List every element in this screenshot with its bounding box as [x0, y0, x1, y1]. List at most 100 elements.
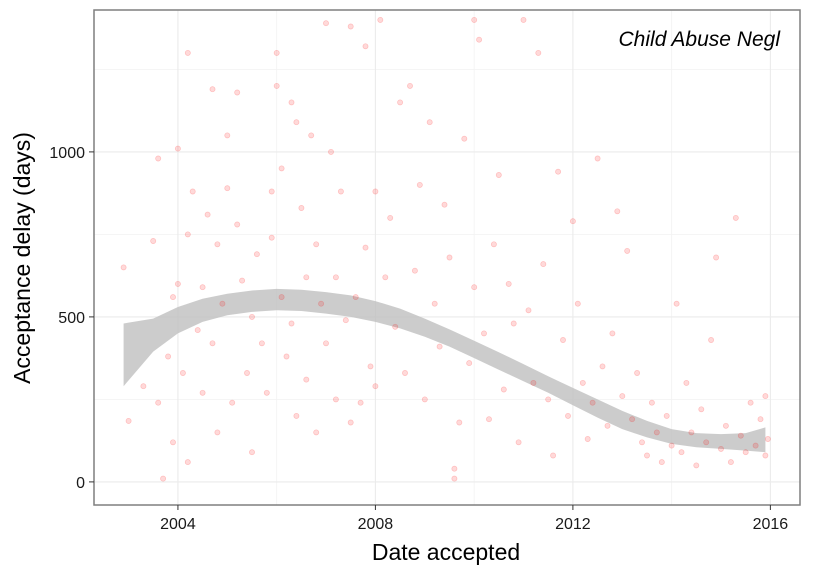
data-point [362, 244, 369, 251]
data-point [639, 439, 645, 446]
data-point [644, 452, 650, 459]
x-axis-title: Date accepted [372, 539, 520, 565]
data-point [357, 399, 364, 406]
data-point [461, 135, 468, 142]
data-point [278, 165, 285, 172]
data-point [184, 49, 191, 56]
x-tick-label: 2004 [160, 516, 196, 533]
data-point [653, 429, 660, 436]
data-point [648, 399, 655, 406]
data-point [273, 49, 280, 56]
data-point [416, 181, 423, 188]
data-point [510, 320, 517, 327]
data-point [515, 439, 522, 446]
y-axis-title: Acceptance delay (days) [9, 132, 35, 384]
data-point [278, 294, 285, 301]
data-point [170, 439, 176, 446]
data-point [762, 452, 769, 459]
data-point [258, 340, 265, 347]
data-point [658, 459, 665, 466]
data-point [372, 383, 379, 390]
data-point [599, 363, 606, 370]
data-point [184, 231, 191, 238]
data-point [678, 449, 685, 456]
data-point [609, 330, 616, 337]
plot-panel [94, 10, 800, 505]
data-point [239, 277, 246, 284]
data-point [589, 399, 596, 406]
data-point [303, 376, 310, 383]
data-point [764, 436, 771, 442]
data-point [308, 132, 315, 139]
data-point [362, 43, 369, 50]
data-point [179, 370, 186, 376]
data-point [535, 49, 542, 56]
data-point [436, 343, 443, 350]
data-point [125, 417, 132, 424]
data-point [619, 393, 626, 400]
data-point [120, 264, 127, 271]
data-point [342, 317, 349, 324]
data-point [594, 155, 601, 162]
data-point [520, 16, 527, 23]
data-point [140, 383, 147, 390]
data-point [332, 274, 339, 281]
data-point [387, 214, 394, 221]
data-point [209, 86, 216, 93]
data-point [495, 172, 502, 178]
data-point [722, 422, 729, 429]
x-axis-ticks: 2004 2008 2012 2016 [160, 505, 788, 533]
data-point [323, 340, 329, 347]
data-point [382, 274, 389, 281]
data-point [525, 307, 532, 314]
data-point [732, 214, 739, 221]
data-point [604, 422, 611, 429]
data-point [199, 389, 206, 396]
data-point [500, 386, 507, 393]
y-tick-label: 500 [58, 310, 85, 327]
data-point [204, 211, 211, 218]
data-point [283, 353, 290, 360]
data-point [224, 132, 231, 139]
data-point [441, 201, 448, 208]
x-tick-label: 2008 [358, 516, 394, 533]
data-point [397, 99, 404, 106]
journal-annotation: Child Abuse Negl [619, 28, 782, 51]
plot-border [93, 9, 801, 506]
data-point [293, 119, 300, 126]
data-point [490, 241, 497, 248]
data-point [471, 16, 478, 23]
data-point [668, 442, 675, 449]
data-point [663, 412, 670, 419]
data-point [752, 442, 759, 449]
data-point [184, 459, 191, 466]
data-point [392, 323, 399, 330]
data-point [165, 353, 172, 360]
data-point [303, 274, 310, 281]
smooth-confidence-band [123, 288, 766, 453]
y-tick-label: 1000 [49, 145, 85, 162]
data-point [150, 238, 157, 244]
data-point [273, 82, 280, 89]
data-point [328, 148, 334, 155]
data-point [718, 445, 724, 452]
data-point [332, 396, 339, 403]
data-point [234, 89, 241, 96]
data-point [747, 399, 754, 406]
data-point [174, 280, 181, 287]
data-point [214, 429, 221, 436]
data-point [249, 313, 255, 320]
data-point [555, 168, 562, 175]
data-point [431, 300, 438, 307]
data-point [456, 419, 463, 426]
data-point [708, 337, 715, 343]
data-point [481, 330, 487, 337]
data-point [170, 294, 176, 301]
data-point [189, 188, 196, 195]
data-point [249, 449, 255, 456]
data-point [155, 155, 162, 162]
data-point [624, 247, 631, 254]
data-point [471, 284, 478, 291]
data-point [545, 396, 552, 403]
